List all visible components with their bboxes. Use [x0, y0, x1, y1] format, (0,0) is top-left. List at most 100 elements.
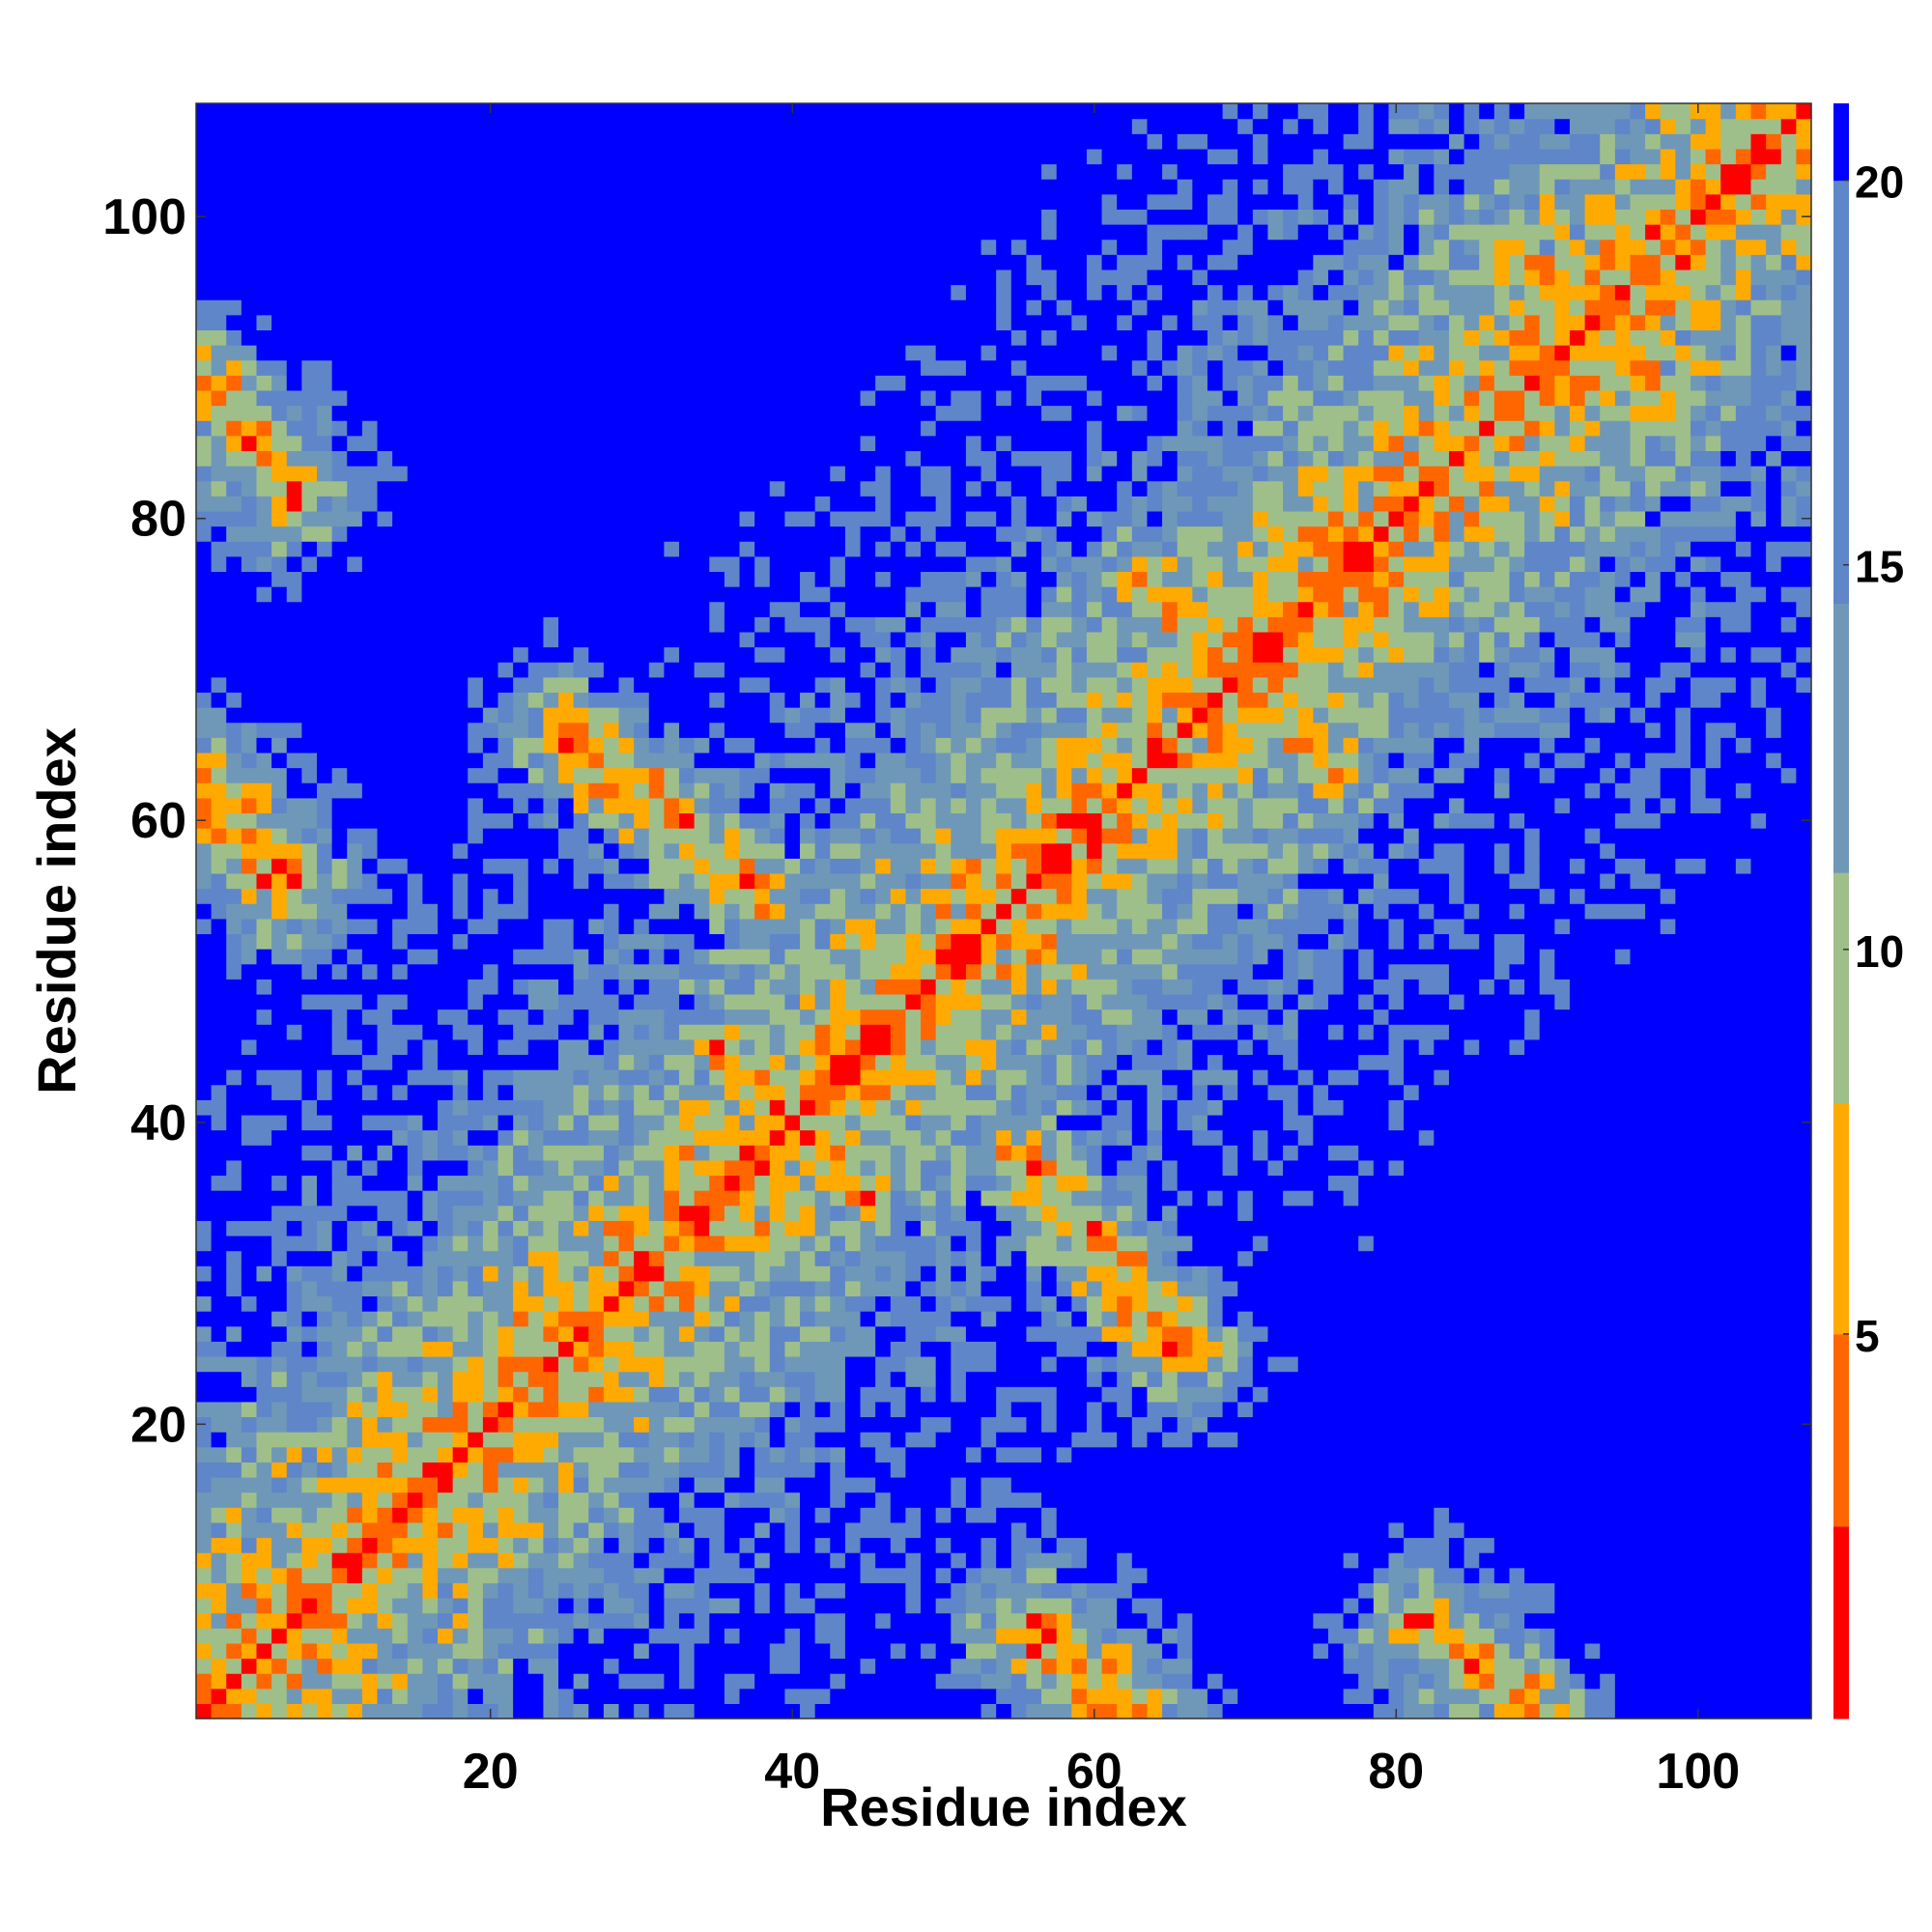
- heatmap-cell: [211, 1265, 227, 1282]
- heatmap-cell: [438, 1114, 454, 1131]
- heatmap-cell: [392, 949, 409, 965]
- heatmap-cell: [844, 949, 862, 965]
- heatmap-cell: [588, 224, 605, 241]
- heatmap-cell: [211, 375, 227, 391]
- heatmap-cell: [286, 118, 302, 134]
- heatmap-cell: [468, 1521, 484, 1539]
- heatmap-cell: [830, 1114, 846, 1131]
- heatmap-cell: [784, 858, 801, 874]
- heatmap-cell: [860, 1612, 876, 1629]
- heatmap-cell: [890, 1537, 907, 1553]
- heatmap-cell: [438, 888, 454, 904]
- heatmap-cell: [709, 1311, 725, 1327]
- heatmap-cell: [196, 314, 213, 330]
- heatmap-cell: [241, 118, 258, 134]
- heatmap-cell: [196, 1280, 213, 1297]
- heatmap-cell: [256, 163, 272, 180]
- heatmap-cell: [497, 1295, 514, 1312]
- heatmap-cell: [694, 1280, 710, 1297]
- heatmap-cell: [739, 118, 755, 134]
- heatmap-cell: [392, 1476, 409, 1493]
- heatmap-cell: [271, 571, 288, 587]
- heatmap-cell: [844, 888, 862, 904]
- heatmap-cell: [317, 662, 333, 678]
- heatmap-cell: [543, 1265, 559, 1282]
- heatmap-cell: [392, 1537, 409, 1553]
- heatmap-cell: [271, 1175, 288, 1191]
- heatmap-cell: [558, 1552, 575, 1569]
- heatmap-cell: [769, 872, 786, 890]
- heatmap-cell: [754, 1537, 771, 1553]
- heatmap-cell: [588, 435, 605, 452]
- heatmap-cell: [800, 1024, 816, 1040]
- heatmap-cell: [860, 299, 876, 316]
- heatmap-cell: [331, 646, 348, 663]
- heatmap-cell: [558, 1446, 575, 1463]
- heatmap-cell: [422, 1205, 439, 1221]
- heatmap-cell: [211, 1416, 227, 1433]
- heatmap-cell: [331, 1688, 348, 1704]
- heatmap-cell: [226, 555, 242, 573]
- heatmap-cell: [226, 1190, 242, 1207]
- heatmap-cell: [468, 1597, 484, 1614]
- heatmap-cell: [754, 345, 771, 361]
- heatmap-cell: [814, 933, 831, 950]
- heatmap-cell: [271, 345, 288, 361]
- heatmap-cell: [769, 1114, 786, 1131]
- heatmap-cell: [361, 1009, 379, 1025]
- heatmap-cell: [543, 1325, 559, 1342]
- heatmap-cell: [679, 1446, 696, 1463]
- heatmap-cell: [361, 133, 379, 150]
- heatmap-cell: [603, 1642, 620, 1660]
- heatmap-cell: [513, 284, 529, 300]
- heatmap-cell: [724, 662, 741, 678]
- heatmap-cell: [844, 1597, 862, 1614]
- heatmap-cell: [482, 949, 499, 965]
- heatmap-cell: [527, 450, 545, 467]
- heatmap-cell: [286, 1673, 302, 1690]
- heatmap-cell: [754, 1084, 771, 1100]
- heatmap-cell: [527, 662, 545, 678]
- heatmap-cell: [709, 103, 725, 120]
- heatmap-cell: [784, 224, 801, 241]
- heatmap-cell: [830, 1628, 846, 1644]
- heatmap-cell: [271, 1341, 288, 1357]
- heatmap-cell: [301, 1658, 318, 1674]
- heatmap-cell: [558, 359, 575, 376]
- heatmap-cell: [361, 345, 379, 361]
- heatmap-cell: [573, 782, 589, 799]
- heatmap-cell: [226, 466, 242, 482]
- heatmap-cell: [497, 179, 514, 195]
- heatmap-cell: [331, 933, 348, 950]
- heatmap-cell: [211, 1235, 227, 1252]
- heatmap-cell: [860, 329, 876, 346]
- heatmap-cell: [769, 903, 786, 920]
- heatmap-cell: [769, 993, 786, 1010]
- heatmap-cell: [422, 466, 439, 482]
- heatmap-cell: [679, 555, 696, 573]
- heatmap-cell: [513, 1537, 529, 1553]
- heatmap-cell: [830, 299, 846, 316]
- heatmap-cell: [588, 480, 605, 497]
- heatmap-cell: [618, 480, 635, 497]
- heatmap-cell: [754, 1054, 771, 1070]
- heatmap-cell: [844, 1129, 862, 1146]
- heatmap-cell: [800, 1114, 816, 1131]
- heatmap-cell: [241, 1492, 258, 1508]
- heatmap-cell: [226, 767, 242, 783]
- heatmap-cell: [648, 1567, 666, 1583]
- heatmap-cell: [800, 1521, 816, 1539]
- heatmap-cell: [361, 1355, 379, 1373]
- heatmap-cell: [256, 1084, 272, 1100]
- heatmap-cell: [286, 872, 302, 890]
- heatmap-cell: [226, 510, 242, 527]
- heatmap-cell: [256, 1129, 272, 1146]
- heatmap-cell: [438, 1295, 454, 1312]
- heatmap-cell: [196, 224, 213, 241]
- heatmap-cell: [739, 676, 755, 694]
- heatmap-cell: [800, 1311, 816, 1327]
- heatmap-cell: [317, 1295, 333, 1312]
- heatmap-cell: [709, 133, 725, 150]
- heatmap-cell: [438, 1628, 454, 1644]
- heatmap-cell: [241, 1462, 258, 1478]
